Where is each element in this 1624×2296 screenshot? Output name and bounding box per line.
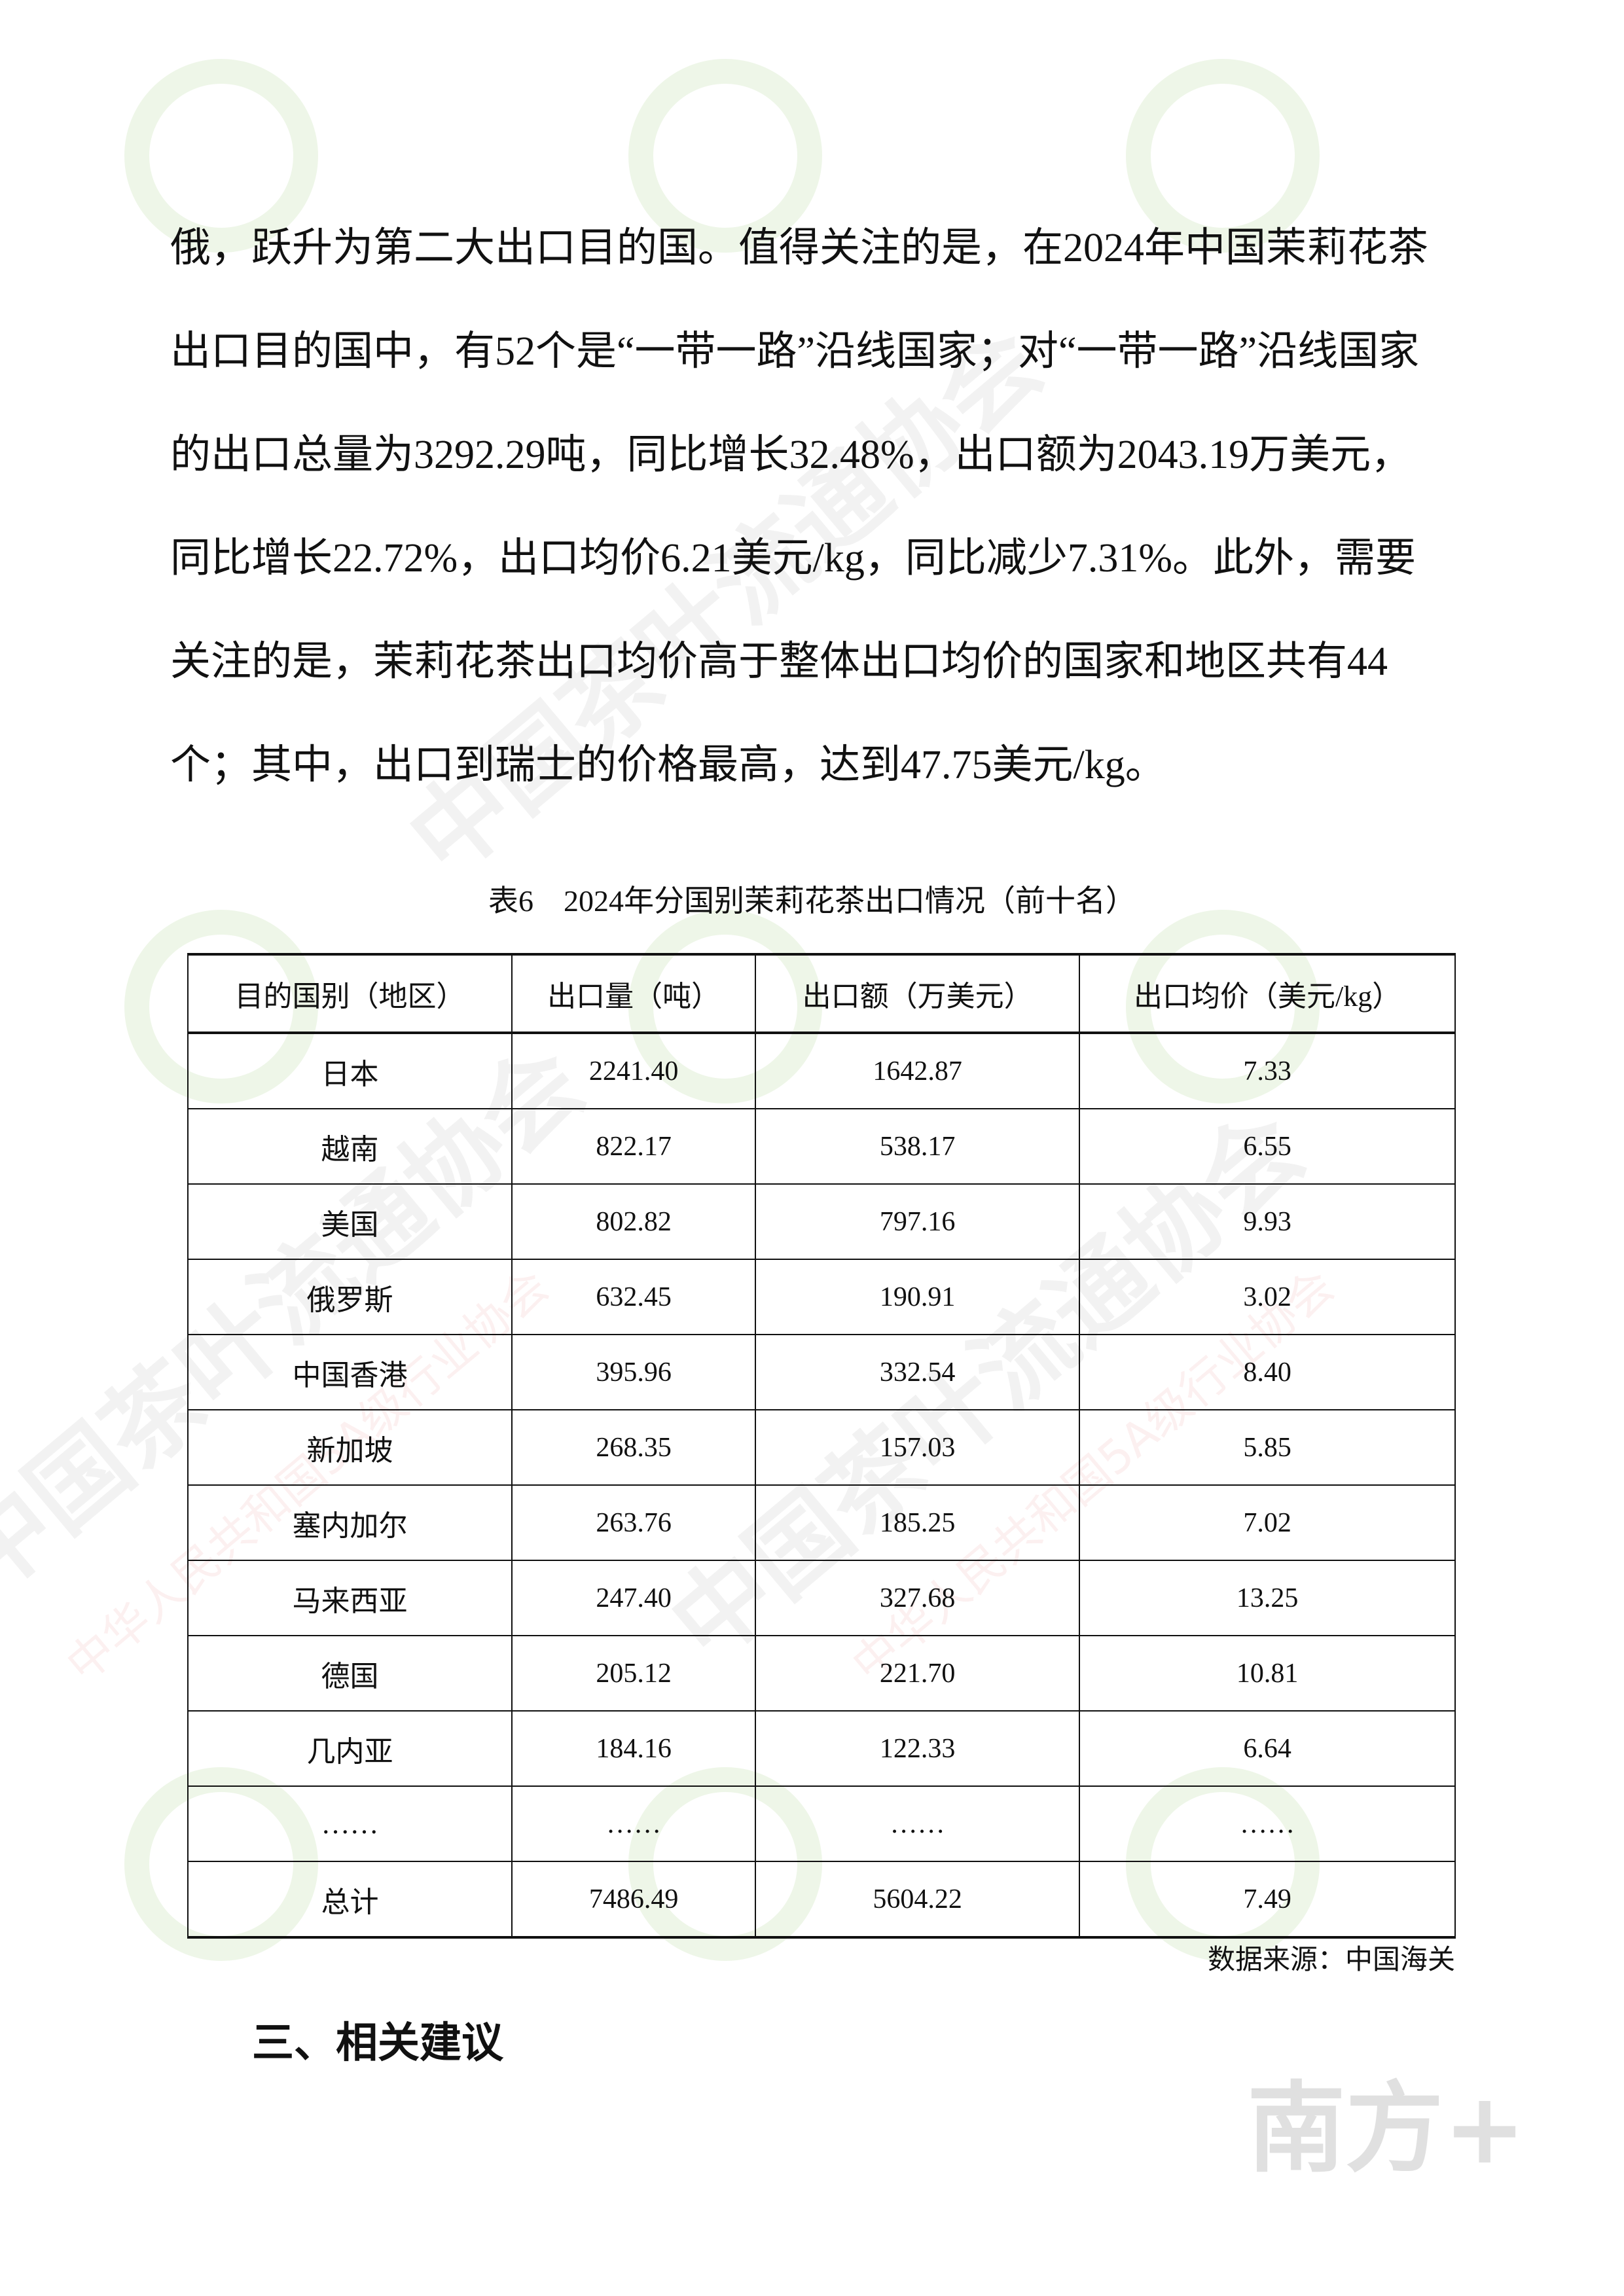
- cell-destination: ……: [187, 1785, 513, 1862]
- table-row: 总计 7486.49 5604.22 7.49: [187, 1861, 1456, 1939]
- cell-value: 797.16: [755, 1183, 1081, 1260]
- cell-value: 185.25: [755, 1484, 1081, 1561]
- cell-destination: 俄罗斯: [187, 1259, 513, 1335]
- cell-value: 5604.22: [755, 1861, 1081, 1939]
- export-table: 目的国别（地区） 出口量（吨） 出口额（万美元） 出口均价（美元/kg） 日本 2…: [187, 953, 1456, 1939]
- cell-destination: 新加坡: [187, 1409, 513, 1486]
- cell-volume: 268.35: [511, 1409, 757, 1486]
- cell-volume: ……: [511, 1785, 757, 1862]
- table-row: 塞内加尔 263.76 185.25 7.02: [187, 1484, 1456, 1561]
- cell-destination: 越南: [187, 1108, 513, 1185]
- cell-value: 538.17: [755, 1108, 1081, 1185]
- cell-destination: 总计: [187, 1861, 513, 1939]
- table-row: 中国香港 395.96 332.54 8.40: [187, 1334, 1456, 1410]
- cell-value: 1642.87: [755, 1032, 1081, 1109]
- cell-avg-price: 9.93: [1079, 1183, 1456, 1260]
- cell-volume: 184.16: [511, 1710, 757, 1787]
- paragraph-line: 的出口总量为3292.29吨，同比增长32.48%，出口额为2043.19万美元…: [170, 433, 1412, 477]
- table-row: 几内亚 184.16 122.33 6.64: [187, 1710, 1456, 1787]
- cell-volume: 7486.49: [511, 1861, 757, 1939]
- paragraph-line: 俄，跃升为第二大出口目的国。值得关注的是，在2024年中国茉莉花茶: [170, 226, 1429, 270]
- header-avg-price: 出口均价（美元/kg）: [1079, 953, 1456, 1034]
- header-volume: 出口量（吨）: [511, 953, 757, 1034]
- body-paragraph: 俄，跃升为第二大出口目的国。值得关注的是，在2024年中国茉莉花茶 出口目的国中…: [170, 196, 1454, 817]
- cell-value: 157.03: [755, 1409, 1081, 1486]
- table-caption: 表6 2024年分国别茉莉花茶出口情况（前十名）: [488, 884, 1136, 918]
- table-row: 新加坡 268.35 157.03 5.85: [187, 1409, 1456, 1486]
- table-row: 美国 802.82 797.16 9.93: [187, 1183, 1456, 1260]
- cell-destination: 马来西亚: [187, 1560, 513, 1636]
- table-row: 德国 205.12 221.70 10.81: [187, 1635, 1456, 1712]
- cell-avg-price: 7.02: [1079, 1484, 1456, 1561]
- header-value: 出口额（万美元）: [755, 953, 1081, 1034]
- cell-avg-price: 7.49: [1079, 1861, 1456, 1939]
- cell-avg-price: 10.81: [1079, 1635, 1456, 1712]
- section-heading: 三、相关建议: [252, 2019, 503, 2068]
- cell-value: 327.68: [755, 1560, 1081, 1636]
- cell-destination: 德国: [187, 1635, 513, 1712]
- table-row: 日本 2241.40 1642.87 7.33: [187, 1032, 1456, 1109]
- cell-volume: 395.96: [511, 1334, 757, 1410]
- cell-avg-price: 6.64: [1079, 1710, 1456, 1787]
- table-header-row: 目的国别（地区） 出口量（吨） 出口额（万美元） 出口均价（美元/kg）: [187, 953, 1456, 1034]
- cell-avg-price: 6.55: [1079, 1108, 1456, 1185]
- cell-destination: 塞内加尔: [187, 1484, 513, 1561]
- nanfang-plus-logo: 南方+: [1247, 2072, 1526, 2186]
- table-row: 俄罗斯 632.45 190.91 3.02: [187, 1259, 1456, 1335]
- cell-avg-price: 3.02: [1079, 1259, 1456, 1335]
- cell-destination: 中国香港: [187, 1334, 513, 1410]
- paragraph-line: 出口目的国中，有52个是“一带一路”沿线国家；对“一带一路”沿线国家: [170, 329, 1420, 374]
- cell-volume: 247.40: [511, 1560, 757, 1636]
- header-destination: 目的国别（地区）: [187, 953, 513, 1034]
- data-source-note: 数据来源：中国海关: [1207, 1945, 1455, 1975]
- cell-volume: 632.45: [511, 1259, 757, 1335]
- cell-value: 332.54: [755, 1334, 1081, 1410]
- cell-avg-price: 7.33: [1079, 1032, 1456, 1109]
- cell-avg-price: 8.40: [1079, 1334, 1456, 1410]
- table-row: 越南 822.17 538.17 6.55: [187, 1108, 1456, 1185]
- paragraph-line: 个；其中，出口到瑞士的价格最高，达到47.75美元/kg。: [170, 743, 1166, 787]
- table-row: ……………………: [187, 1785, 1456, 1862]
- cell-avg-price: 5.85: [1079, 1409, 1456, 1486]
- cell-volume: 2241.40: [511, 1032, 757, 1109]
- cell-avg-price: 13.25: [1079, 1560, 1456, 1636]
- cell-value: 190.91: [755, 1259, 1081, 1335]
- paragraph-line: 同比增长22.72%，出口均价6.21美元/kg，同比减少7.31%。此外，需要: [170, 536, 1416, 581]
- cell-volume: 205.12: [511, 1635, 757, 1712]
- cell-avg-price: ……: [1079, 1785, 1456, 1862]
- cell-volume: 263.76: [511, 1484, 757, 1561]
- cell-destination: 几内亚: [187, 1710, 513, 1787]
- cell-volume: 802.82: [511, 1183, 757, 1260]
- paragraph-line: 关注的是，茉莉花茶出口均价高于整体出口均价的国家和地区共有44: [170, 639, 1388, 684]
- cell-value: ……: [755, 1785, 1081, 1862]
- cell-destination: 日本: [187, 1032, 513, 1109]
- table-row: 马来西亚 247.40 327.68 13.25: [187, 1560, 1456, 1636]
- cell-volume: 822.17: [511, 1108, 757, 1185]
- cell-destination: 美国: [187, 1183, 513, 1260]
- cell-value: 122.33: [755, 1710, 1081, 1787]
- cell-value: 221.70: [755, 1635, 1081, 1712]
